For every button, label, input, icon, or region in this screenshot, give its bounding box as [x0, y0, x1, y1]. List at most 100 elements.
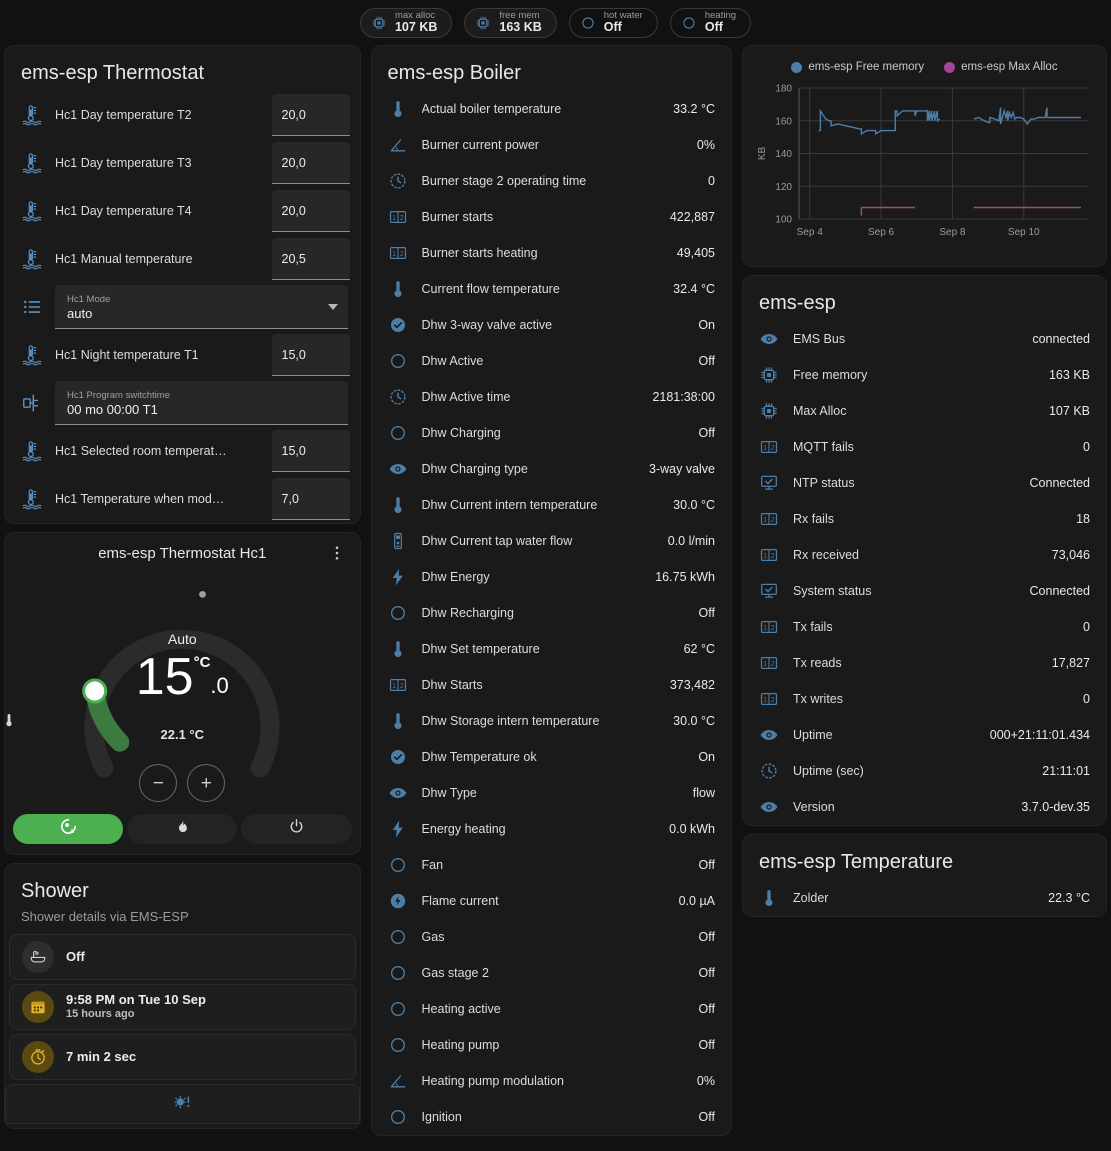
entity-row[interactable]: Burner current power 0%	[372, 127, 731, 163]
entity-row[interactable]: 1 2 Dhw Starts 373,482	[372, 667, 731, 703]
hvac-mode-power[interactable]	[241, 814, 352, 844]
entity-row[interactable]: Version 3.7.0-dev.35	[743, 789, 1106, 825]
thermostat-row[interactable]: Hc1 Selected room temperat… 15,0	[5, 427, 360, 475]
entity-row[interactable]: Current flow temperature 32.4 °C	[372, 271, 731, 307]
entity-value[interactable]: Off	[698, 606, 715, 620]
entity-value[interactable]: 18	[1076, 512, 1090, 526]
thermostat-row[interactable]: Hc1 Day temperature T3 20,0	[5, 139, 360, 187]
thermostat-mode-select[interactable]: Hc1 Mode auto	[55, 285, 348, 329]
header-badge-max-alloc[interactable]: max alloc 107 KB	[359, 7, 453, 38]
entity-row[interactable]: Uptime 000+21:11:01.434	[743, 717, 1106, 753]
legend-item[interactable]: ems-esp Free memory	[791, 61, 924, 73]
entity-value[interactable]: 30.0 °C	[673, 498, 715, 512]
entity-row[interactable]: Ignition Off	[372, 1099, 731, 1135]
entity-row[interactable]: Dhw Recharging Off	[372, 595, 731, 631]
hvac-mode-auto-mode[interactable]: A	[13, 814, 124, 844]
entity-row[interactable]: Heating pump modulation 0%	[372, 1063, 731, 1099]
entity-row[interactable]: 1 2 MQTT fails 0	[743, 429, 1106, 465]
thermostat-row[interactable]: Hc1 Manual temperature 20,5	[5, 235, 360, 283]
entity-value[interactable]: connected	[1032, 332, 1090, 346]
entity-row[interactable]: 1 2 Tx fails 0	[743, 609, 1106, 645]
thermostat-value-input[interactable]: 7,0	[271, 478, 350, 520]
entity-row[interactable]: Dhw Active time 2181:38:00	[372, 379, 731, 415]
entity-value[interactable]: 422,887	[669, 210, 715, 224]
dots-vertical-icon[interactable]	[328, 544, 346, 562]
shower-row[interactable]: 7 min 2 sec	[9, 1034, 356, 1080]
entity-row[interactable]: 1 2 Burner starts 422,887	[372, 199, 731, 235]
entity-value[interactable]: Off	[698, 966, 715, 980]
entity-row[interactable]: Actual boiler temperature 33.2 °C	[372, 91, 731, 127]
entity-value[interactable]: 33.2 °C	[673, 102, 715, 116]
header-badge-hot-water[interactable]: hot water Off	[568, 7, 658, 38]
entity-value[interactable]: 73,046	[1051, 548, 1090, 562]
entity-row[interactable]: Heating active Off	[372, 991, 731, 1027]
entity-value[interactable]: 163 KB	[1048, 368, 1090, 382]
entity-row[interactable]: Flame current 0.0 µA	[372, 883, 731, 919]
temperature-dial[interactable]: Auto 15 °C .0 22.1 °C − +	[5, 573, 360, 808]
entity-row[interactable]: Max Alloc 107 KB	[743, 393, 1106, 429]
header-badge-heating[interactable]: heating Off	[669, 7, 752, 38]
thermostat-value-input[interactable]: 20,5	[271, 238, 350, 280]
increase-temperature-button[interactable]: +	[187, 764, 226, 802]
entity-row[interactable]: 1 2 Burner starts heating 49,405	[372, 235, 731, 271]
header-badge-free-mem[interactable]: free mem 163 KB	[464, 7, 557, 38]
entity-row[interactable]: Zolder 22.3 °C	[743, 880, 1106, 916]
entity-value[interactable]: flow	[692, 786, 715, 800]
thermostat-row[interactable]: Hc1 Mode auto	[5, 283, 360, 331]
thermostat-value-input[interactable]: 20,0	[271, 190, 350, 232]
entity-value[interactable]: 0.0 µA	[678, 894, 715, 908]
entity-value[interactable]: 000+21:11:01.434	[989, 728, 1090, 742]
entity-value[interactable]: 32.4 °C	[673, 282, 715, 296]
entity-row[interactable]: Dhw Active Off	[372, 343, 731, 379]
entity-value[interactable]: Off	[698, 1002, 715, 1016]
entity-value[interactable]: 0	[1083, 620, 1090, 634]
entity-row[interactable]: Dhw Charging type 3-way valve	[372, 451, 731, 487]
entity-row[interactable]: Energy heating 0.0 kWh	[372, 811, 731, 847]
decrease-temperature-button[interactable]: −	[139, 764, 178, 802]
thermostat-value-input[interactable]: 15,0	[271, 334, 350, 376]
entity-row[interactable]: Gas Off	[372, 919, 731, 955]
entity-value[interactable]: 0%	[696, 138, 715, 152]
entity-value[interactable]: 49,405	[676, 246, 715, 260]
thermostat-value-input[interactable]: 15,0	[271, 430, 350, 472]
entity-row[interactable]: Burner stage 2 operating time 0	[372, 163, 731, 199]
entity-value[interactable]: 0	[1083, 440, 1090, 454]
entity-row[interactable]: Dhw Current intern temperature 30.0 °C	[372, 487, 731, 523]
entity-value[interactable]: 3.7.0-dev.35	[1021, 800, 1090, 814]
entity-row[interactable]: Uptime (sec) 21:11:01	[743, 753, 1106, 789]
entity-value[interactable]: 0%	[696, 1074, 715, 1088]
entity-row[interactable]: Free memory 163 KB	[743, 357, 1106, 393]
entity-value[interactable]: Off	[698, 858, 715, 872]
entity-value[interactable]: Off	[698, 930, 715, 944]
entity-value[interactable]: Off	[698, 426, 715, 440]
shower-row[interactable]: 9:58 PM on Tue 10 Sep 15 hours ago	[9, 984, 356, 1030]
entity-value[interactable]: 107 KB	[1048, 404, 1090, 418]
entity-value[interactable]: 0	[708, 174, 715, 188]
entity-row[interactable]: Dhw Current tap water flow 0.0 l/min	[372, 523, 731, 559]
entity-row[interactable]: 1 2 Tx writes 0	[743, 681, 1106, 717]
entity-row[interactable]: Fan Off	[372, 847, 731, 883]
entity-value[interactable]: Off	[698, 1110, 715, 1124]
shower-footer-row[interactable]	[5, 1084, 360, 1124]
entity-row[interactable]: Dhw Storage intern temperature 30.0 °C	[372, 703, 731, 739]
entity-row[interactable]: Dhw Type flow	[372, 775, 731, 811]
entity-row[interactable]: Gas stage 2 Off	[372, 955, 731, 991]
thermostat-row[interactable]: Hc1 Day temperature T2 20,0	[5, 91, 360, 139]
entity-value[interactable]: 16.75 kWh	[655, 570, 715, 584]
thermostat-row[interactable]: Hc1 Day temperature T4 20,0	[5, 187, 360, 235]
thermostat-row[interactable]: Hc1 Temperature when mod… 7,0	[5, 475, 360, 523]
entity-value[interactable]: 2181:38:00	[652, 390, 715, 404]
entity-value[interactable]: 3-way valve	[649, 462, 715, 476]
entity-value[interactable]: On	[698, 750, 715, 764]
entity-value[interactable]: Off	[698, 354, 715, 368]
legend-item[interactable]: ems-esp Max Alloc	[944, 61, 1058, 73]
entity-row[interactable]: Dhw Set temperature 62 °C	[372, 631, 731, 667]
entity-value[interactable]: 373,482	[669, 678, 715, 692]
thermostat-value-input[interactable]: 20,0	[271, 94, 350, 136]
thermostat-row[interactable]: Hc1 Night temperature T1 15,0	[5, 331, 360, 379]
entity-row[interactable]: 1 2 Tx reads 17,827	[743, 645, 1106, 681]
entity-row[interactable]: Dhw Energy 16.75 kWh	[372, 559, 731, 595]
entity-row[interactable]: Heating pump Off	[372, 1027, 731, 1063]
entity-row[interactable]: 1 2 Rx fails 18	[743, 501, 1106, 537]
entity-value[interactable]: 0.0 kWh	[669, 822, 715, 836]
